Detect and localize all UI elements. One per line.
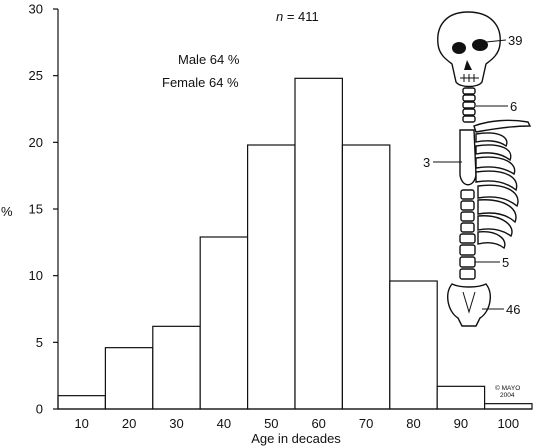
rib-cage: [475, 132, 519, 250]
bars: [57, 77, 533, 410]
x-axis-label: Age in decades: [251, 431, 341, 446]
male-percentage-label: Male 64 %: [178, 52, 240, 67]
female-percentage-label: Female 64 %: [162, 75, 239, 90]
thoracic-lumbar-vertebrae: [459, 189, 476, 280]
y-axis-label: %: [1, 204, 13, 219]
bar-100: [484, 403, 533, 410]
sample-size-label: n = 411: [276, 9, 319, 24]
bar-60: [294, 77, 344, 410]
cervical-vertebrae: [462, 87, 476, 123]
skeleton-illustration: 39 6 3 5 46: [423, 11, 532, 327]
sternum-count-label: 3: [423, 155, 430, 170]
bar-30: [152, 325, 201, 410]
clavicle: [473, 119, 532, 133]
bar-20: [104, 347, 154, 410]
x-tick-label-10: 10: [74, 416, 88, 431]
x-tick-label-60: 60: [311, 416, 325, 431]
bar-70: [341, 144, 391, 410]
y-tick-label-0: 0: [36, 402, 43, 417]
y-tick-label-30: 30: [29, 2, 43, 17]
bar-50: [247, 144, 296, 410]
right-eye-socket: [472, 39, 488, 51]
bar-10: [57, 395, 107, 410]
cervical-count-label: 6: [510, 99, 517, 114]
nasal-cavity: [464, 60, 472, 70]
y-tick-label-25: 25: [29, 68, 43, 83]
x-tick-label-50: 50: [264, 416, 278, 431]
n-symbol: n: [276, 9, 283, 24]
x-tick-label-20: 20: [122, 416, 136, 431]
copyright-line-2: 2004: [500, 392, 515, 399]
sternum: [459, 129, 477, 186]
y-tick-label-5: 5: [36, 335, 43, 350]
lumbar-count-label: 5: [502, 255, 509, 270]
teeth: [460, 74, 479, 82]
pelvis: [447, 283, 491, 327]
y-tick-label-10: 10: [29, 268, 43, 283]
left-eye-socket: [452, 42, 466, 54]
bar-90: [436, 385, 486, 410]
x-tick-label-40: 40: [217, 416, 231, 431]
copyright-line-1: © MAYO: [495, 384, 520, 392]
x-tick-label-30: 30: [169, 416, 183, 431]
leader-line-skull: [485, 39, 507, 43]
pelvis-count-label: 46: [506, 302, 520, 317]
x-tick-label-90: 90: [454, 416, 468, 431]
n-value: = 411: [283, 9, 319, 24]
bar-80: [389, 280, 438, 410]
skull-count-label: 39: [508, 33, 522, 48]
y-tick-label-15: 15: [29, 202, 43, 217]
x-tick-label-80: 80: [406, 416, 420, 431]
x-ticks: 10 20 30 40 50 60 70 80 90 100: [74, 416, 519, 431]
x-tick-label-100: 100: [497, 416, 519, 431]
bar-40: [199, 236, 249, 410]
x-tick-label-70: 70: [359, 416, 373, 431]
y-tick-label-20: 20: [29, 135, 43, 150]
y-ticks: 0 5 10 15 20 25 30: [29, 2, 58, 417]
skull: [437, 11, 501, 88]
sacrum: [462, 291, 476, 314]
